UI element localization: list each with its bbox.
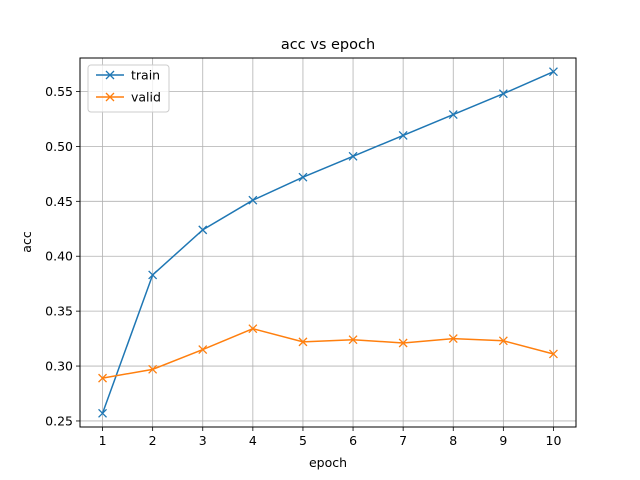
legend-item-train: train <box>96 68 160 83</box>
x-axis-ticks: 1 2 3 4 5 6 7 8 9 10 <box>99 427 562 448</box>
data-point-valid <box>148 364 158 374</box>
legend-label-train: train <box>131 68 160 83</box>
x-tick-label: 10 <box>546 433 562 448</box>
series-line-valid <box>102 327 554 379</box>
y-tick-label: 0.25 <box>45 413 73 428</box>
data-point-train <box>148 270 158 280</box>
y-tick-label: 0.55 <box>45 84 73 99</box>
data-point-valid <box>348 335 358 345</box>
data-point-train <box>198 225 208 235</box>
legend-marker-train <box>105 70 115 80</box>
x-tick-label: 1 <box>99 433 107 448</box>
legend-label-valid: valid <box>131 90 161 105</box>
y-axis-label: acc <box>19 231 34 253</box>
series-line-train <box>101 71 554 414</box>
series-train <box>98 67 558 418</box>
chart-title: acc vs epoch <box>281 37 375 53</box>
y-axis-ticks: 0.25 0.30 0.35 0.40 0.45 0.50 0.55 <box>45 84 80 428</box>
x-tick-label: 6 <box>349 433 357 448</box>
data-point-valid <box>248 324 258 334</box>
data-point-valid <box>498 336 508 346</box>
data-point-train <box>298 172 308 182</box>
data-point-train <box>498 89 508 99</box>
x-tick-label: 7 <box>399 433 407 448</box>
data-point-train <box>248 195 258 205</box>
x-tick-label: 4 <box>249 433 257 448</box>
x-tick-label: 2 <box>149 433 157 448</box>
data-point-valid <box>548 349 558 359</box>
legend-item-valid: valid <box>96 90 161 105</box>
y-tick-label: 0.50 <box>45 139 73 154</box>
data-point-train <box>98 408 108 418</box>
data-point-train <box>448 110 458 120</box>
data-point-valid <box>198 345 208 355</box>
data-point-valid <box>448 334 458 344</box>
series-layer <box>98 67 558 418</box>
x-axis-label: epoch <box>309 455 347 470</box>
plot-frame <box>79 57 577 428</box>
x-tick-label: 3 <box>199 433 207 448</box>
series-valid <box>98 324 558 383</box>
data-point-valid <box>98 373 108 383</box>
legend-marker-valid <box>105 92 115 102</box>
y-tick-label: 0.40 <box>45 249 73 264</box>
x-tick-label: 5 <box>299 433 307 448</box>
data-point-train <box>348 151 358 161</box>
legend: train valid <box>87 64 170 113</box>
data-point-train <box>548 67 558 77</box>
data-point-valid <box>398 338 408 348</box>
data-point-train <box>398 130 408 140</box>
y-tick-label: 0.30 <box>45 359 73 374</box>
grid <box>80 58 576 427</box>
x-tick-label: 9 <box>499 433 507 448</box>
data-point-valid <box>298 337 308 347</box>
y-tick-label: 0.35 <box>45 304 73 319</box>
x-tick-label: 8 <box>449 433 457 448</box>
y-tick-label: 0.45 <box>45 194 73 209</box>
